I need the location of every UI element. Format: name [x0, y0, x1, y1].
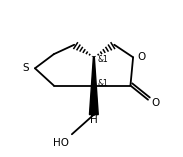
- Text: O: O: [151, 98, 159, 108]
- Text: HO: HO: [53, 138, 69, 148]
- Text: S: S: [23, 63, 29, 73]
- Text: &1: &1: [98, 55, 109, 65]
- Text: H: H: [90, 115, 98, 125]
- Text: O: O: [137, 52, 145, 62]
- Text: &1: &1: [98, 79, 109, 88]
- Polygon shape: [89, 57, 98, 115]
